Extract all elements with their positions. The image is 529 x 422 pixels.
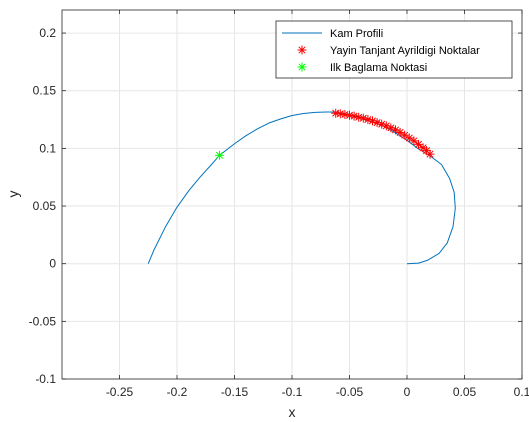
- red-star-marker: [414, 139, 423, 149]
- x-tick-label: -0.05: [336, 385, 364, 399]
- legend-entry-ilk-baglama: Ilk Baglama Noktasi: [297, 62, 427, 74]
- red-star-marker: [335, 109, 345, 119]
- y-axis-label: y: [5, 191, 21, 198]
- green-star-marker: [215, 150, 225, 160]
- x-tick-label: -0.1: [282, 385, 303, 399]
- red-star-marker: [400, 130, 410, 140]
- series-layer: [147, 108, 456, 265]
- y-tick-label: 0.1: [39, 141, 56, 155]
- legend-label: Kam Profili: [330, 28, 383, 40]
- red-star-marker: [391, 125, 400, 135]
- x-tick-label: -0.25: [106, 385, 134, 399]
- red-star-marker: [404, 133, 414, 143]
- legend-star-swatch: [297, 62, 307, 72]
- red-star-marker: [409, 136, 419, 146]
- legend-star-swatch: [297, 45, 307, 55]
- legend-entry-yayin-tanjant: Yayin Tanjant Ayrildigi Noktalar: [297, 45, 480, 57]
- y-tick-label: 0: [49, 257, 56, 271]
- red-star-marker: [425, 149, 435, 159]
- x-tick-label: -0.2: [167, 385, 188, 399]
- x-tick-label: 0.1: [514, 385, 529, 399]
- red-star-marker: [395, 127, 405, 137]
- x-tick-label: -0.15: [221, 385, 249, 399]
- y-tick-label: 0.15: [33, 84, 57, 98]
- red-star-marker: [331, 108, 341, 118]
- y-tick-label: -0.1: [35, 372, 56, 386]
- y-tick-label: -0.05: [29, 314, 57, 328]
- legend-box: [275, 20, 513, 79]
- legend-label: Yayin Tanjant Ayrildigi Noktalar: [330, 45, 480, 57]
- ticks: -0.25 -0.2 -0.15 -0.1 -0.05 0 0.05 0.1 -0.1 -0.05…: [29, 10, 529, 399]
- legend-entry-kam-profili: Kam Profili: [282, 28, 383, 40]
- legend: Kam Profili Yayin Tanjant Ayrildigi Nokta…: [275, 20, 513, 79]
- x-tick-label: 0.05: [453, 385, 477, 399]
- red-star-marker: [363, 115, 373, 125]
- x-axis-label: x: [289, 404, 296, 420]
- y-tick-label: 0.2: [39, 26, 56, 40]
- series-line-kam-profili: [147, 111, 456, 265]
- x-tick-label: 0: [404, 385, 411, 399]
- legend-label: Ilk Baglama Noktasi: [330, 62, 427, 74]
- y-tick-label: 0.05: [33, 199, 57, 213]
